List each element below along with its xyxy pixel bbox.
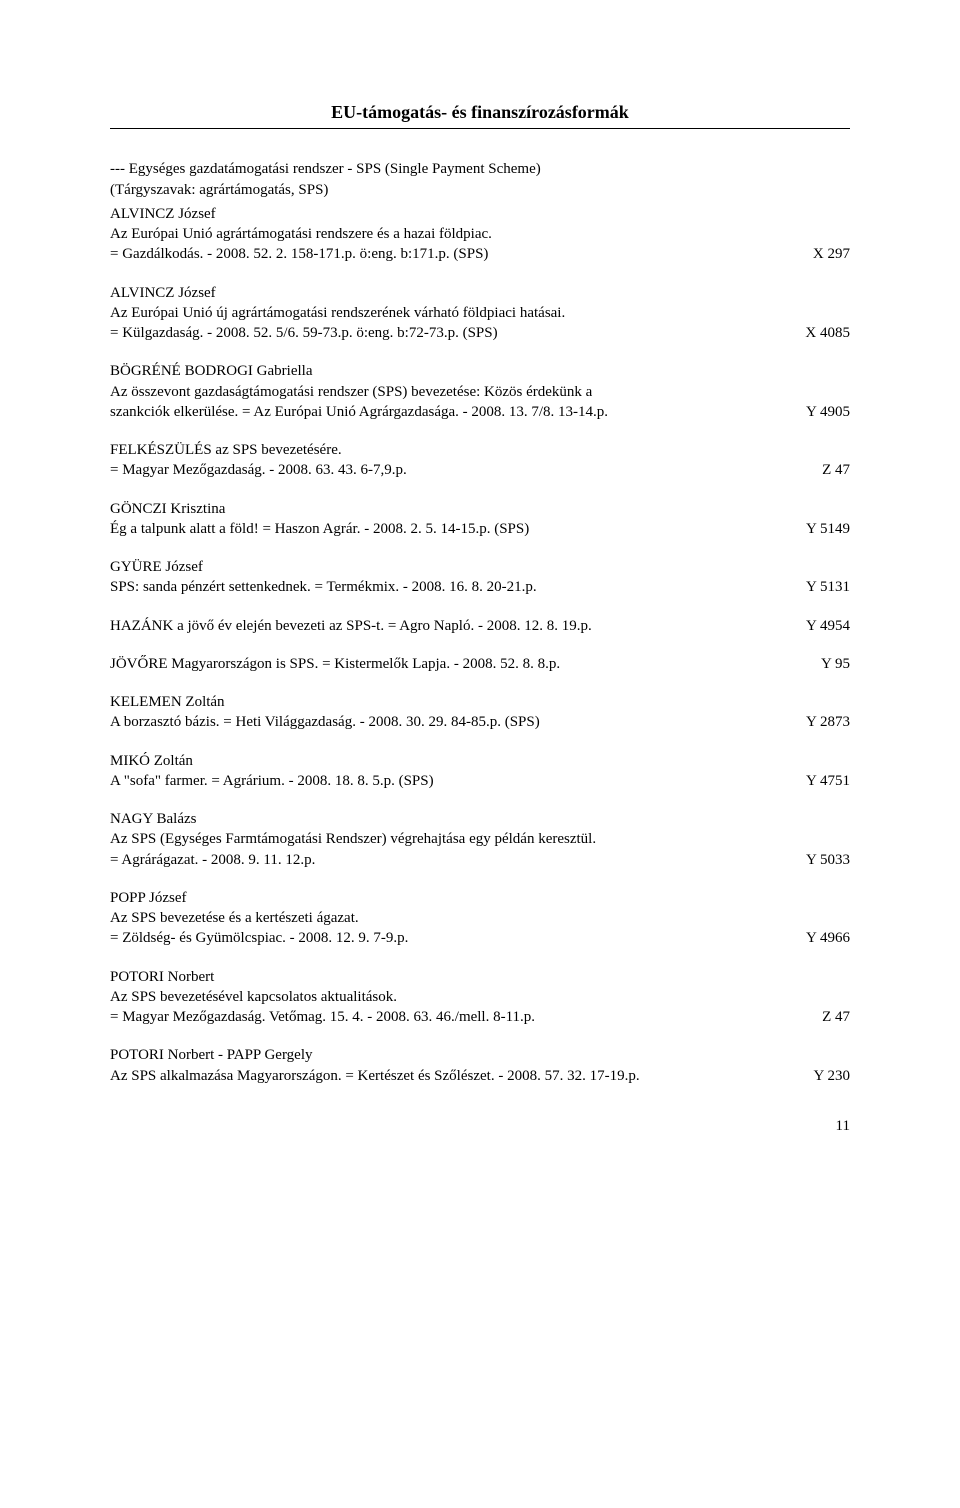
entry-author: POPP József: [110, 888, 850, 908]
bibliography-entry: MIKÓ ZoltánA "sofa" farmer. = Agrárium. …: [110, 751, 850, 792]
entry-line: Az SPS alkalmazása Magyarországon. = Ker…: [110, 1066, 850, 1086]
bibliography-entry: BÖGRÉNÉ BODROGI GabriellaAz összevont ga…: [110, 361, 850, 422]
bibliography-entry: HAZÁNK a jövő év elején bevezeti az SPS-…: [110, 616, 850, 636]
bibliography-entry: ALVINCZ JózsefAz Európai Unió agrártámog…: [110, 204, 850, 265]
entry-text: = Gazdálkodás. - 2008. 52. 2. 158-171.p.…: [110, 244, 813, 264]
bibliography-entry: POTORI NorbertAz SPS bevezetésével kapcs…: [110, 967, 850, 1028]
bibliography-entry: POPP JózsefAz SPS bevezetése és a kertés…: [110, 888, 850, 949]
entry-line: HAZÁNK a jövő év elején bevezeti az SPS-…: [110, 616, 850, 636]
entry-text: HAZÁNK a jövő év elején bevezeti az SPS-…: [110, 616, 806, 636]
entry-line: = Agrárágazat. - 2008. 9. 11. 12.p.Y 503…: [110, 850, 850, 870]
entry-code: Y 2873: [806, 712, 850, 732]
bibliography-entry: GYÜRE JózsefSPS: sanda pénzért settenked…: [110, 557, 850, 598]
entry-code: Y 4905: [806, 402, 850, 422]
bibliography-entry: ALVINCZ JózsefAz Európai Unió új agrártá…: [110, 283, 850, 344]
entry-text: JÖVŐRE Magyarországon is SPS. = Kisterme…: [110, 654, 821, 674]
subheading-keywords: (Tárgyszavak: agrártámogatás, SPS): [110, 180, 850, 200]
entry-code: Y 230: [813, 1066, 850, 1086]
entry-code: Z 47: [822, 460, 850, 480]
entry-text: Az SPS bevezetése és a kertészeti ágazat…: [110, 908, 850, 928]
entry-text: szankciók elkerülése. = Az Európai Unió …: [110, 402, 806, 422]
entry-text: = Külgazdaság. - 2008. 52. 5/6. 59-73.p.…: [110, 323, 805, 343]
entry-code: X 297: [813, 244, 850, 264]
entry-author: GÖNCZI Krisztina: [110, 499, 850, 519]
page-number: 11: [110, 1116, 850, 1136]
entry-author: FELKÉSZÜLÉS az SPS bevezetésére.: [110, 440, 850, 460]
entry-text: = Magyar Mezőgazdaság. Vetőmag. 15. 4. -…: [110, 1007, 822, 1027]
entry-author: POTORI Norbert: [110, 967, 850, 987]
entry-code: X 4085: [805, 323, 850, 343]
entry-line: = Magyar Mezőgazdaság. - 2008. 63. 43. 6…: [110, 460, 850, 480]
bibliography-entry: NAGY BalázsAz SPS (Egységes Farmtámogatá…: [110, 809, 850, 870]
subheading: --- Egységes gazdatámogatási rendszer - …: [110, 159, 850, 200]
entry-line: = Gazdálkodás. - 2008. 52. 2. 158-171.p.…: [110, 244, 850, 264]
entry-text: Az Európai Unió új agrártámogatási rends…: [110, 303, 850, 323]
entry-author: GYÜRE József: [110, 557, 850, 577]
entry-text: A borzasztó bázis. = Heti Világgazdaság.…: [110, 712, 806, 732]
bibliography-entry: FELKÉSZÜLÉS az SPS bevezetésére.= Magyar…: [110, 440, 850, 481]
entry-text: = Magyar Mezőgazdaság. - 2008. 63. 43. 6…: [110, 460, 822, 480]
entry-author: POTORI Norbert - PAPP Gergely: [110, 1045, 850, 1065]
section-rule: [110, 128, 850, 129]
entry-author: BÖGRÉNÉ BODROGI Gabriella: [110, 361, 850, 381]
entry-author: NAGY Balázs: [110, 809, 850, 829]
entry-line: = Zöldség- és Gyümölcspiac. - 2008. 12. …: [110, 928, 850, 948]
entry-author: MIKÓ Zoltán: [110, 751, 850, 771]
entry-text: Az Európai Unió agrártámogatási rendszer…: [110, 224, 850, 244]
subheading-text: --- Egységes gazdatámogatási rendszer - …: [110, 159, 850, 179]
entry-text: = Zöldség- és Gyümölcspiac. - 2008. 12. …: [110, 928, 806, 948]
entry-line: A borzasztó bázis. = Heti Világgazdaság.…: [110, 712, 850, 732]
bibliography-entry: POTORI Norbert - PAPP GergelyAz SPS alka…: [110, 1045, 850, 1086]
entry-author: KELEMEN Zoltán: [110, 692, 850, 712]
entry-code: Z 47: [822, 1007, 850, 1027]
bibliography-entry: JÖVŐRE Magyarországon is SPS. = Kisterme…: [110, 654, 850, 674]
entry-line: JÖVŐRE Magyarországon is SPS. = Kisterme…: [110, 654, 850, 674]
entry-code: Y 95: [821, 654, 850, 674]
entry-code: Y 5149: [806, 519, 850, 539]
entry-author: ALVINCZ József: [110, 204, 850, 224]
entry-text: Az összevont gazdaságtámogatási rendszer…: [110, 382, 850, 402]
entry-code: Y 4751: [806, 771, 850, 791]
entries-container: ALVINCZ JózsefAz Európai Unió agrártámog…: [110, 204, 850, 1086]
entry-text: Ég a talpunk alatt a föld! = Haszon Agrá…: [110, 519, 806, 539]
entry-text: SPS: sanda pénzért settenkednek. = Termé…: [110, 577, 806, 597]
entry-line: = Magyar Mezőgazdaság. Vetőmag. 15. 4. -…: [110, 1007, 850, 1027]
bibliography-entry: GÖNCZI KrisztinaÉg a talpunk alatt a föl…: [110, 499, 850, 540]
entry-line: Ég a talpunk alatt a föld! = Haszon Agrá…: [110, 519, 850, 539]
entry-text: Az SPS bevezetésével kapcsolatos aktuali…: [110, 987, 850, 1007]
entry-code: Y 4966: [806, 928, 850, 948]
entry-code: Y 5131: [806, 577, 850, 597]
entry-code: Y 5033: [806, 850, 850, 870]
entry-code: Y 4954: [806, 616, 850, 636]
bibliography-entry: KELEMEN ZoltánA borzasztó bázis. = Heti …: [110, 692, 850, 733]
entry-line: SPS: sanda pénzért settenkednek. = Termé…: [110, 577, 850, 597]
entry-line: = Külgazdaság. - 2008. 52. 5/6. 59-73.p.…: [110, 323, 850, 343]
section-title: EU-támogatás- és finanszírozásformák: [110, 100, 850, 124]
entry-text: A "sofa" farmer. = Agrárium. - 2008. 18.…: [110, 771, 806, 791]
entry-line: A "sofa" farmer. = Agrárium. - 2008. 18.…: [110, 771, 850, 791]
entry-author: ALVINCZ József: [110, 283, 850, 303]
entry-text: = Agrárágazat. - 2008. 9. 11. 12.p.: [110, 850, 806, 870]
entry-text: Az SPS (Egységes Farmtámogatási Rendszer…: [110, 829, 850, 849]
entry-text: Az SPS alkalmazása Magyarországon. = Ker…: [110, 1066, 813, 1086]
entry-line: szankciók elkerülése. = Az Európai Unió …: [110, 402, 850, 422]
